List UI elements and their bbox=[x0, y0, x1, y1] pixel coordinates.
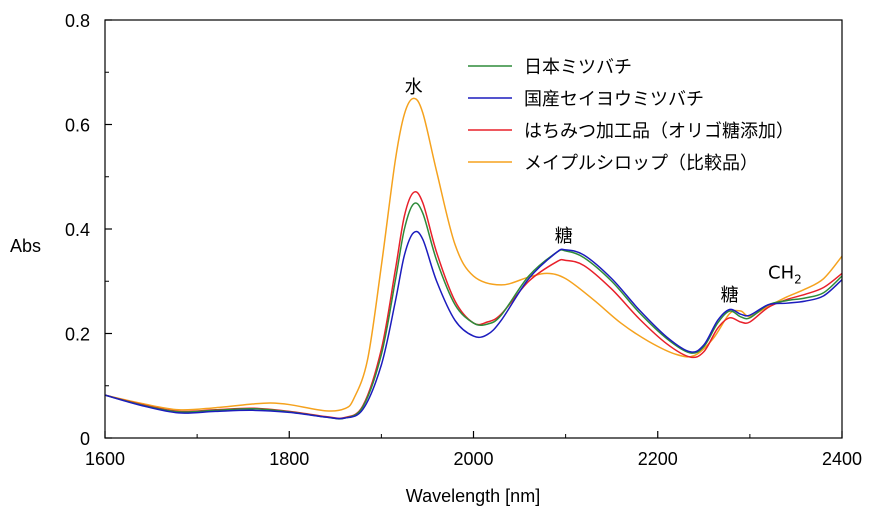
x-tick-label: 2200 bbox=[638, 449, 678, 469]
x-tick-label: 2400 bbox=[822, 449, 862, 469]
y-axis-label: Abs bbox=[10, 236, 41, 256]
x-tick-label: 1600 bbox=[85, 449, 125, 469]
series-line-1 bbox=[105, 202, 842, 420]
peak-annotation: 水 bbox=[405, 77, 423, 98]
peak-annotation: CH2 bbox=[768, 263, 802, 287]
series-line-2 bbox=[105, 230, 842, 420]
y-tick-label: 0.6 bbox=[65, 116, 90, 136]
legend-label: メイプルシロップ（比較品） bbox=[524, 153, 758, 174]
peak-annotation: 糖 bbox=[555, 226, 573, 247]
x-axis-label: Wavelength [nm] bbox=[406, 486, 540, 506]
legend-label: はちみつ加工品（オリゴ糖添加） bbox=[524, 121, 794, 142]
peak-annotation: 糖 bbox=[721, 285, 739, 306]
x-tick-label: 2000 bbox=[453, 449, 493, 469]
axis-ticks: 1600 1800 2000 2200 2400 0 0.2 0.4 0.6 0.8 bbox=[65, 11, 862, 469]
legend-label: 日本ミツバチ bbox=[524, 57, 632, 78]
x-tick-label: 1800 bbox=[269, 449, 309, 469]
y-tick-label: 0.4 bbox=[65, 220, 90, 240]
y-tick-label: 0.8 bbox=[65, 11, 90, 31]
y-tick-label: 0.2 bbox=[65, 325, 90, 345]
legend-label: 国産セイヨウミツバチ bbox=[524, 89, 704, 110]
plot-frame bbox=[104, 19, 843, 439]
series-line-4 bbox=[105, 97, 842, 412]
series-lines bbox=[105, 97, 842, 420]
y-tick-label: 0 bbox=[80, 429, 90, 449]
